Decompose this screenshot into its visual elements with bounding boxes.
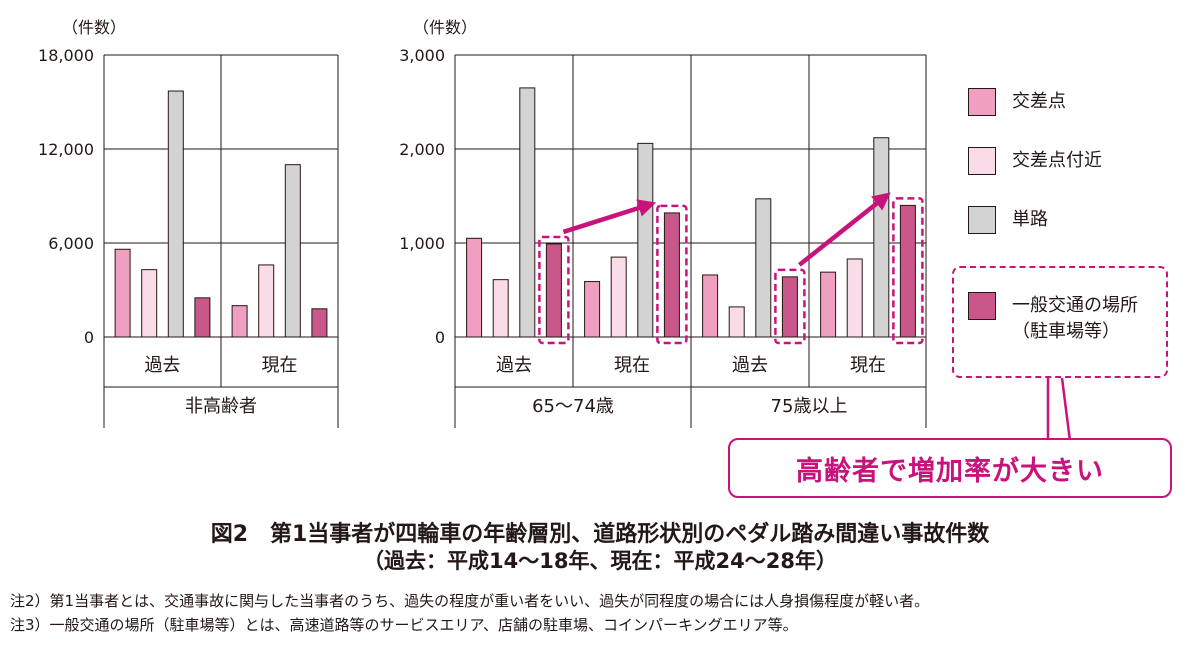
panel2-category-label: 過去 — [496, 355, 532, 376]
callout-text: 高齢者で増加率が大きい — [796, 455, 1104, 487]
note-3: 注3）一般交通の場所（駐車場等）とは、高速道路等のサービスエリア、店舗の駐車場、… — [10, 616, 798, 634]
legend-item-general-traffic: 一般交通の場所 （駐車場等） — [968, 292, 1138, 345]
legend-swatch-near-intersection — [968, 147, 996, 175]
panel2-category-label: 現在 — [850, 355, 886, 376]
panel1-bar-intersection — [231, 305, 248, 338]
panel1-bar-near-intersection — [258, 264, 275, 338]
panel1-bar-single-road — [284, 164, 301, 338]
panel2-category-label: 過去 — [732, 355, 768, 376]
panel2-bar-general-traffic — [545, 243, 562, 338]
panel2-bar-near-intersection — [610, 256, 627, 338]
panel2-ytick-label: 1,000 — [399, 234, 445, 253]
panel2-bar-intersection — [466, 237, 483, 338]
panel2-bar-intersection — [820, 271, 837, 338]
legend-swatch-general-traffic — [968, 292, 996, 320]
panel2-group-label: 65～74歳 — [532, 396, 614, 417]
panel1-ytick-label: 18,000 — [38, 46, 94, 65]
panel1-bar-general-traffic — [194, 297, 211, 338]
panel2-bar-single-road — [755, 198, 772, 338]
panel1-group-label: 非高齢者 — [185, 396, 257, 417]
panel1-bar-single-road — [167, 90, 184, 338]
panel1-ytick-label: 0 — [84, 328, 94, 347]
panel2-bar-single-road — [519, 87, 536, 338]
legend-label-multiline: 一般交通の場所 （駐車場等） — [1012, 293, 1138, 345]
increase-arrow — [798, 192, 891, 267]
panel2-ytick-label: 0 — [435, 328, 445, 347]
legend-swatch-single-road — [968, 206, 996, 234]
callout-box: 高齢者で増加率が大きい — [728, 438, 1172, 498]
legend-item-single-road: 単路 — [968, 206, 1048, 234]
legend-item-intersection: 交差点 — [968, 88, 1066, 116]
highlight-box-general-traffic — [538, 235, 570, 345]
legend-label: 交差点 — [1012, 91, 1066, 112]
note-2: 注2）第1当事者とは、交通事故に関与した当事者のうち、過失の程度が重い者をいい、… — [10, 592, 930, 610]
panel2-bar-general-traffic — [663, 212, 680, 338]
highlight-box-general-traffic — [656, 204, 688, 345]
panel1-ytick-label: 6,000 — [48, 234, 94, 253]
panel2-group-label: 75歳以上 — [771, 396, 848, 417]
panel1-ytick-label: 12,000 — [38, 140, 94, 159]
panel2-ytick-label: 3,000 — [399, 46, 445, 65]
highlight-box-general-traffic — [892, 197, 924, 345]
legend-swatch-intersection — [968, 88, 996, 116]
panel2-ylabel: （件数） — [413, 18, 477, 37]
panel2-bar-intersection — [702, 274, 719, 338]
figure-caption-line1: 図2 第1当事者が四輪車の年齢層別、道路形状別のペダル踏み間違い事故件数 — [210, 522, 990, 547]
legend-label-line2: （駐車場等） — [1012, 321, 1120, 342]
callout-connector-right — [1060, 377, 1072, 442]
highlight-box-general-traffic — [774, 268, 806, 345]
legend-label: 単路 — [1012, 209, 1048, 230]
panel2-bar-near-intersection — [846, 258, 863, 338]
panel1-ylabel: （件数） — [62, 18, 126, 37]
panel1-bar-intersection — [114, 248, 131, 338]
legend-item-near-intersection: 交差点付近 — [968, 147, 1102, 175]
panel1-bar-general-traffic — [311, 308, 328, 338]
figure-caption-line2: （過去：平成14～18年、現在：平成24～28年） — [363, 549, 837, 573]
panel2-bar-general-traffic — [781, 276, 798, 338]
increase-arrow — [562, 199, 657, 235]
panel2-bar-single-road — [873, 137, 890, 338]
panel2-bar-intersection — [584, 281, 601, 338]
panel2-bar-near-intersection — [728, 306, 745, 338]
legend-label-line1: 一般交通の場所 — [1012, 295, 1138, 316]
panel2-category-label: 現在 — [614, 355, 650, 376]
legend-highlight-box — [952, 266, 1168, 378]
panel2-ytick-label: 2,000 — [399, 140, 445, 159]
panel2-bar-near-intersection — [492, 279, 509, 338]
legend-label: 交差点付近 — [1012, 150, 1102, 171]
panel1-category-label: 過去 — [145, 355, 181, 376]
panel1-category-label: 現在 — [262, 355, 298, 376]
panel2-bar-general-traffic — [899, 204, 916, 338]
panel1-bar-near-intersection — [141, 269, 158, 338]
panel2-bar-single-road — [637, 142, 654, 338]
